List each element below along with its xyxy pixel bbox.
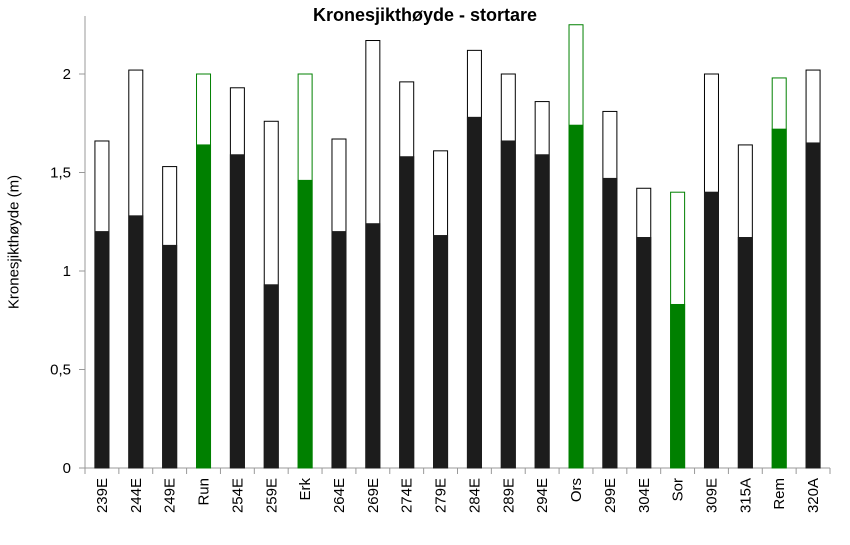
bar-fill-249E (162, 244, 178, 469)
bar-fill-254E (229, 154, 245, 469)
x-tick-label: 254E (229, 478, 246, 513)
bar-fill-294E (534, 154, 550, 469)
bar-fill-320A (805, 142, 821, 469)
bar-fill-269E (365, 223, 381, 469)
bar-fill-284E (466, 116, 482, 469)
x-tick-label: 279E (433, 478, 450, 513)
x-tick-label: 264E (331, 478, 348, 513)
x-tick-label: 289E (500, 478, 517, 513)
x-tick-label: Erk (297, 478, 314, 501)
x-tick-label: Run (196, 478, 213, 506)
x-tick-label: 304E (636, 478, 653, 513)
x-tick-label: 315A (737, 478, 754, 513)
y-tick-label: 0 (63, 460, 71, 477)
bar-fill-289E (500, 140, 516, 469)
bar-fill-304E (636, 237, 652, 469)
x-tick-label: Ors (568, 478, 585, 502)
bar-fill-Rem (771, 128, 787, 469)
bar-fill-309E (703, 191, 719, 469)
bar-fill-Run (196, 144, 212, 469)
y-tick-label: 2 (63, 66, 71, 83)
bar-fill-Erk (297, 179, 313, 469)
x-tick-label: 309E (703, 478, 720, 513)
x-tick-label: 239E (94, 478, 111, 513)
bar-fill-259E (263, 284, 279, 469)
bar-fill-Ors (568, 124, 584, 469)
x-tick-label: 294E (534, 478, 551, 513)
bar-fill-239E (94, 231, 110, 469)
x-tick-label: 249E (162, 478, 179, 513)
x-tick-label: 244E (128, 478, 145, 513)
x-tick-label: 269E (365, 478, 382, 513)
x-tick-label: 284E (466, 478, 483, 513)
bar-fill-274E (399, 156, 415, 469)
x-tick-label: Rem (771, 478, 788, 510)
bar-fill-Sor (670, 303, 686, 469)
bar-fill-299E (602, 177, 618, 469)
bar-fill-315A (737, 237, 753, 469)
y-tick-label: 0,5 (50, 362, 71, 379)
x-tick-label: Sor (670, 478, 687, 501)
y-tick-label: 1 (63, 263, 71, 280)
y-tick-label: 1,5 (50, 165, 71, 182)
bar-fill-279E (433, 235, 449, 469)
x-tick-label: 259E (263, 478, 280, 513)
x-tick-label: 299E (602, 478, 619, 513)
x-tick-label: 274E (399, 478, 416, 513)
chart-title: Kronesjikthøyde - stortare (312, 5, 538, 25)
bar-fill-244E (128, 215, 144, 469)
x-tick-label: 320A (805, 478, 822, 513)
bar-fill-264E (331, 231, 347, 469)
